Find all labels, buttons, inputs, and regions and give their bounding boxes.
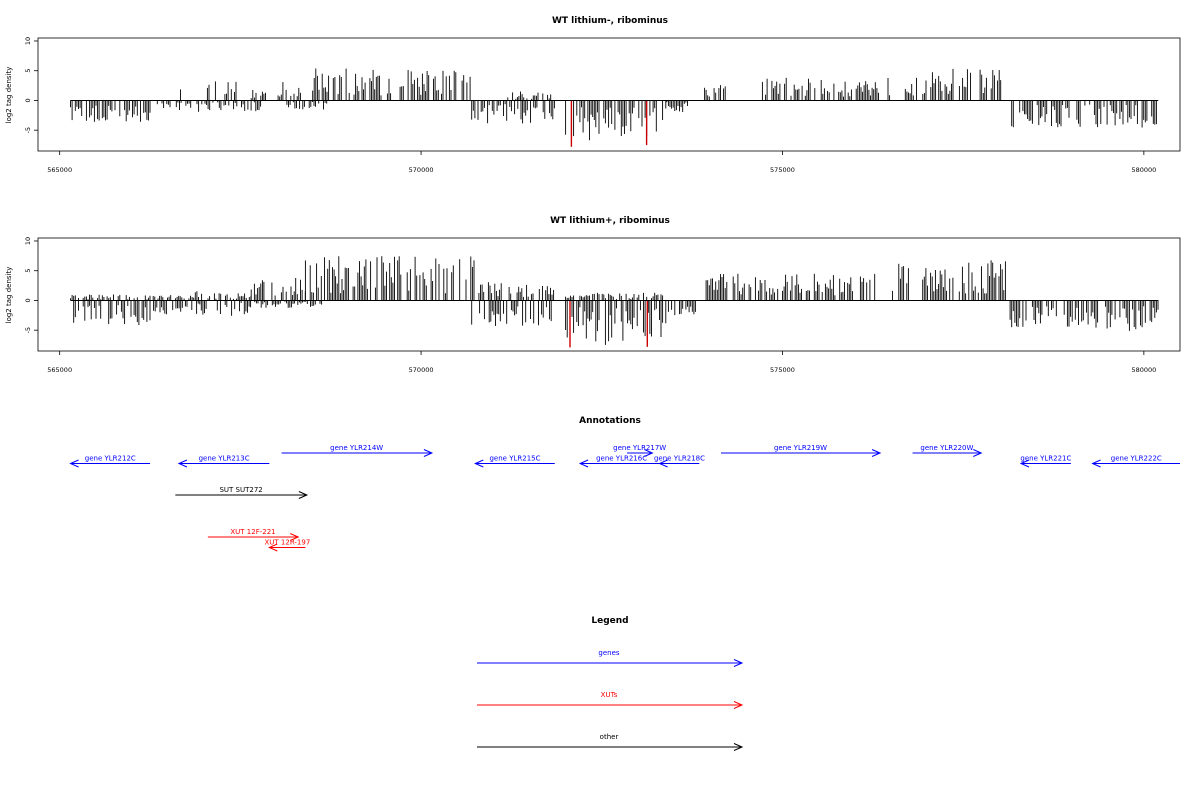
feature-arrow: [268, 543, 306, 552]
legend-label: genes: [598, 649, 619, 657]
feature-label: gene YLR213C: [199, 455, 250, 463]
feature-label: gene YLR217W: [613, 444, 666, 452]
legend-entries: genes XUTs other: [477, 649, 744, 751]
feature-label: XUT 12F-221: [230, 528, 275, 536]
legend-label: other: [600, 733, 619, 741]
x-tick-label: 580000: [1131, 166, 1156, 174]
x-tick-label: 575000: [770, 166, 795, 174]
x-tick-label: 570000: [409, 366, 434, 374]
legend-arrow: [477, 659, 744, 667]
y-axis: -5 0 5 10: [24, 237, 38, 333]
feature-arrow: [281, 449, 434, 457]
y-tick-label: 0: [24, 298, 32, 302]
signal-bars: [70, 68, 1159, 147]
x-tick-label: 575000: [770, 366, 795, 374]
y-axis: -5 0 5 10: [24, 37, 38, 133]
track-panel-lithium-plus: WT lithium+, ribominus log2 tag density …: [5, 216, 1181, 374]
feature-label: gene YLR214W: [330, 444, 383, 452]
feature-label: gene YLR216C: [596, 455, 647, 463]
legend-label: XUTs: [601, 691, 618, 699]
track-title: WT lithium-, ribominus: [552, 16, 668, 26]
y-axis-label: log2 tag density: [5, 267, 13, 324]
y-tick-label: 10: [24, 37, 32, 45]
y-tick-label: 10: [24, 237, 32, 245]
annotations-title: Annotations: [579, 416, 641, 426]
feature-label: gene YLR212C: [85, 455, 136, 463]
legend-title: Legend: [591, 616, 628, 626]
feature-arrow: [912, 449, 983, 457]
signal-bars: [70, 256, 1159, 348]
feature-label: gene YLR222C: [1111, 455, 1162, 463]
feature-label: gene YLR218C: [654, 455, 705, 463]
legend-arrow: [477, 701, 744, 709]
plot-frame: [37, 37, 1181, 152]
annotation-features: gene YLR212C gene YLR213C gene YLR214W gene…: [69, 444, 1180, 552]
feature-label: gene YLR220W: [920, 444, 973, 452]
feature-arrow: [1091, 459, 1180, 468]
x-tick-label: 570000: [409, 166, 434, 174]
legend-panel: Legend genes XUTs other: [477, 616, 744, 751]
feature-label: XUT 12R-197: [265, 539, 311, 547]
x-axis: 565000 570000 575000 580000: [47, 151, 1156, 174]
feature-arrow: [721, 449, 882, 457]
feature-arrow: [175, 491, 309, 499]
feature-arrow: [627, 449, 654, 457]
x-tick-label: 565000: [47, 166, 72, 174]
annotations-panel: Annotations gene YLR212C gene YLR213Cgene…: [69, 416, 1180, 552]
feature-arrow: [69, 459, 151, 468]
feature-label: gene YLR221C: [1020, 455, 1071, 463]
feature-arrow: [658, 459, 700, 468]
y-axis-label: log2 tag density: [5, 67, 13, 124]
feature-arrow: [207, 533, 300, 541]
x-axis: 565000 570000 575000 580000: [47, 351, 1156, 374]
feature-arrow: [578, 459, 664, 468]
feature-arrow: [474, 459, 555, 468]
y-tick-label: 5: [24, 269, 32, 273]
y-tick-label: -5: [24, 327, 32, 333]
plot-frame: [37, 237, 1181, 352]
track-panel-lithium-minus: WT lithium-, ribominus log2 tag density …: [5, 16, 1181, 174]
feature-arrow: [1019, 459, 1071, 468]
feature-label: gene YLR219W: [774, 444, 827, 452]
y-tick-label: 0: [24, 98, 32, 102]
feature-label: SUT SUT272: [219, 486, 262, 494]
track-title: WT lithium+, ribominus: [550, 216, 670, 226]
feature-label: gene YLR215C: [489, 455, 540, 463]
y-tick-label: -5: [24, 127, 32, 133]
x-tick-label: 565000: [47, 366, 72, 374]
feature-arrow: [177, 459, 270, 468]
x-tick-label: 580000: [1131, 366, 1156, 374]
y-tick-label: 5: [24, 69, 32, 73]
legend-arrow: [477, 743, 744, 751]
